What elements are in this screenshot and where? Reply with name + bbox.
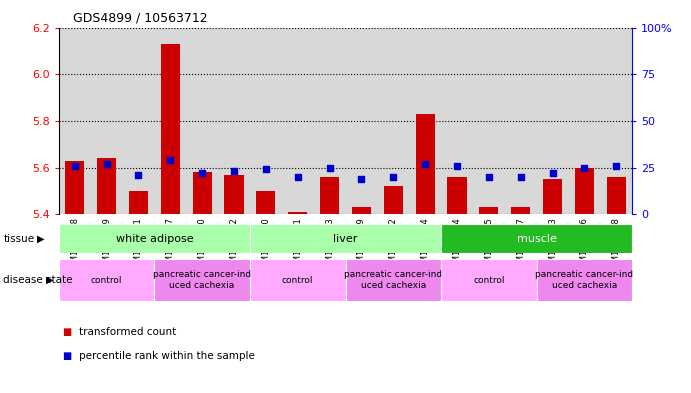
Bar [537,259,632,301]
Text: percentile rank within the sample: percentile rank within the sample [79,351,256,361]
Bar [384,186,403,214]
Text: disease state: disease state [3,275,73,285]
Text: control: control [473,275,504,285]
Point [164,157,176,163]
Text: GDS4899 / 10563712: GDS4899 / 10563712 [73,12,207,25]
Text: pancreatic cancer-ind
uced cachexia: pancreatic cancer-ind uced cachexia [344,270,442,290]
Point [419,161,430,167]
Point [101,161,112,167]
Point [483,174,494,180]
Bar [346,259,441,301]
Point [229,168,240,174]
Text: tissue: tissue [3,234,35,244]
Bar [59,259,154,301]
Bar [225,174,243,214]
Bar [250,259,346,301]
Bar [607,177,626,214]
Text: ■: ■ [62,327,71,337]
Bar [129,191,148,214]
Text: muscle: muscle [517,234,557,244]
Bar [250,224,441,253]
Bar [59,224,250,253]
Bar [65,160,84,214]
Point [356,176,367,182]
Point [579,164,590,171]
Text: ▶: ▶ [37,234,44,244]
Point [133,172,144,178]
Bar [415,114,435,214]
Bar [320,177,339,214]
Text: control: control [282,275,314,285]
Bar [441,224,632,253]
Point [196,170,207,176]
Bar [511,207,530,214]
Point [388,174,399,180]
Point [515,174,527,180]
Point [324,164,335,171]
Point [69,163,80,169]
Bar [575,167,594,214]
Point [611,163,622,169]
Text: pancreatic cancer-ind
uced cachexia: pancreatic cancer-ind uced cachexia [153,270,252,290]
Bar [256,191,276,214]
Bar [193,172,211,214]
Bar [441,259,537,301]
Text: liver: liver [333,234,358,244]
Bar [97,158,116,214]
Bar [288,212,307,214]
Text: control: control [91,275,122,285]
Bar [352,207,371,214]
Bar [161,44,180,214]
Text: white adipose: white adipose [115,234,193,244]
Text: ■: ■ [62,351,71,361]
Text: transformed count: transformed count [79,327,177,337]
Text: pancreatic cancer-ind
uced cachexia: pancreatic cancer-ind uced cachexia [536,270,634,290]
Bar [448,177,466,214]
Point [547,170,558,176]
Bar [154,259,250,301]
Point [292,174,303,180]
Point [261,166,272,173]
Bar [480,207,498,214]
Text: ▶: ▶ [46,275,53,285]
Bar [543,179,562,214]
Point [451,163,462,169]
